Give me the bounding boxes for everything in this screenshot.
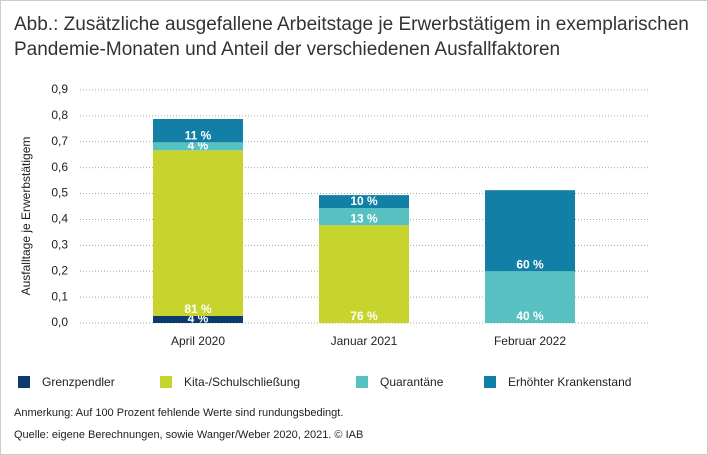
y-tick-label: 0,7 (51, 134, 68, 148)
bar-segment (153, 150, 243, 317)
legend-swatch (484, 376, 496, 388)
bar-segment (319, 225, 409, 323)
y-tick-label: 0,0 (51, 315, 68, 329)
y-tick-label: 0,2 (51, 263, 68, 277)
bar-segment (153, 118, 243, 143)
x-tick-label: Januar 2021 (331, 334, 398, 348)
note: Anmerkung: Auf 100 Prozent fehlende Wert… (14, 407, 343, 419)
legend-label: Kita-/Schulschließung (184, 375, 300, 389)
y-tick-label: 0,8 (51, 108, 68, 122)
chart-title: Abb.: Zusätzliche ausgefallene Arbeitsta… (14, 14, 689, 35)
data-label: 11 % (185, 128, 212, 142)
bar-segment (153, 142, 243, 151)
data-label: 40 % (516, 309, 544, 323)
bar-segment (319, 208, 409, 226)
bar-segment (485, 190, 575, 272)
legend-swatch (356, 376, 368, 388)
y-tick-label: 0,6 (51, 160, 68, 174)
chart-subtitle: Pandemie-Monaten und Anteil der verschie… (14, 39, 560, 60)
legend-label: Grenzpendler (42, 375, 115, 389)
legend-label: Quarantäne (380, 375, 444, 389)
legend-label: Erhöhter Krankenstand (508, 375, 631, 389)
y-tick-label: 0,9 (51, 82, 68, 96)
bar-segment (485, 271, 575, 323)
x-tick-label: April 2020 (171, 334, 225, 348)
y-tick-label: 0,5 (51, 186, 68, 200)
data-label: 10 % (350, 194, 378, 208)
bar-segment (319, 195, 409, 209)
data-label: 81 % (184, 302, 212, 316)
y-tick-label: 0,3 (51, 238, 68, 252)
data-label: 76 % (350, 309, 378, 323)
y-tick-label: 0,1 (51, 289, 68, 303)
x-tick-label: Februar 2022 (494, 334, 566, 348)
data-label: 60 % (516, 257, 544, 271)
data-label: 13 % (350, 211, 378, 225)
legend-swatch (160, 376, 172, 388)
y-axis-label: Ausfalltage je Erwerbstätigem (19, 137, 33, 296)
legend-swatch (18, 376, 30, 388)
y-tick-label: 0,4 (51, 212, 68, 226)
note: Quelle: eigene Berechnungen, sowie Wange… (14, 429, 363, 441)
bar-segment (153, 316, 243, 323)
